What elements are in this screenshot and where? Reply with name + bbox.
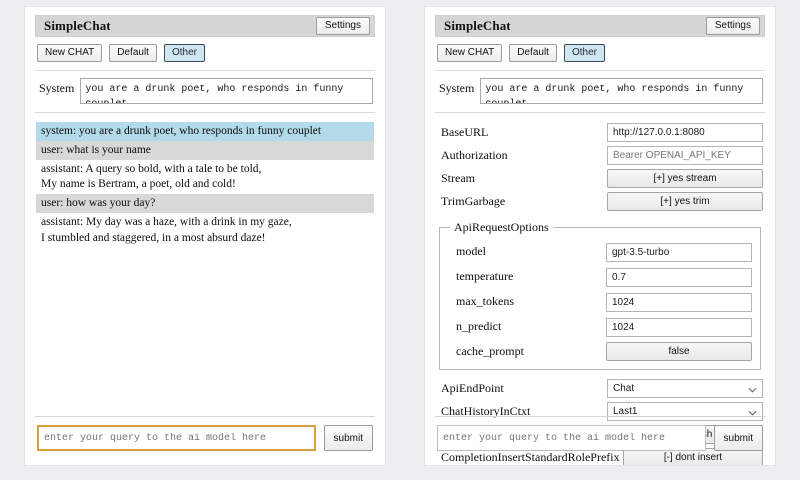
base-url-input[interactable] — [607, 123, 763, 142]
api-option-input-max_tokens[interactable] — [606, 292, 752, 312]
divider-above-query-left — [35, 416, 375, 417]
api-request-options-legend: ApiRequestOptions — [454, 219, 549, 234]
api-option-row-model: model — [448, 241, 752, 263]
chat-history-in-ctxt-label: ChatHistoryInCtxt — [441, 403, 531, 418]
completion-insert-standard-role-prefix-label: CompletionInsertStandardRolePrefix — [441, 449, 620, 464]
chat-message-user: user: what is your name — [36, 140, 374, 160]
system-prompt-row-right: System — [435, 77, 765, 104]
submit-button-right[interactable]: submit — [713, 425, 763, 451]
session-tab-default[interactable]: Default — [109, 44, 157, 62]
chat-header-bar: SimpleChat Settings — [35, 15, 375, 37]
setting-row-api-endpoint: ApiEndPoint Chat — [437, 378, 763, 399]
session-tab-other-right[interactable]: Other — [563, 44, 605, 62]
trim-garbage-field: [+] yes trim — [607, 191, 763, 211]
chat-session-controls: New CHAT Default Other — [35, 37, 375, 68]
authorization-input[interactable] — [607, 146, 763, 165]
trim-garbage-label: TrimGarbage — [441, 193, 506, 208]
settings-button-right[interactable]: Settings — [705, 17, 760, 35]
api-option-label-n_predict: n_predict — [456, 319, 502, 333]
settings-panel: SimpleChat Settings New CHAT Default Oth… — [424, 6, 776, 466]
chat-panel: SimpleChat Settings New CHAT Default Oth… — [24, 6, 386, 466]
divider-top-left — [35, 69, 375, 71]
chat-history-in-ctxt-field: Last1 — [607, 401, 763, 421]
api-option-field-temperature — [606, 267, 752, 287]
chat-panel-inner: SimpleChat Settings New CHAT Default Oth… — [25, 7, 385, 465]
api-option-input-model[interactable] — [606, 242, 752, 262]
system-prompt-row: System — [35, 77, 375, 104]
api-option-label-cache_prompt: cache_prompt — [456, 344, 524, 358]
setting-row-trim-garbage: TrimGarbage [+] yes trim — [437, 191, 763, 212]
api-request-options-rows: model temperature max_tokens n_predictcache… — [448, 241, 752, 363]
settings-query-bar: submit — [435, 416, 765, 451]
chat-message-assistant: assistant: A query so bold, with a tale … — [36, 159, 374, 195]
chat-message-system: system: you are a drunk poet, who respon… — [36, 121, 374, 141]
query-row-left: submit — [35, 425, 375, 451]
chat-message-assistant: assistant: My day was a haze, with a dri… — [36, 213, 374, 248]
stream-field: [+] yes stream — [607, 168, 763, 188]
settings-header-bar: SimpleChat Settings — [435, 15, 765, 37]
query-row-right: submit — [435, 425, 765, 451]
api-option-label-max_tokens: max_tokens — [456, 294, 514, 308]
api-option-row-max_tokens: max_tokens — [448, 291, 752, 313]
query-input-right[interactable] — [437, 425, 706, 451]
setting-row-stream: Stream [+] yes stream — [437, 168, 763, 189]
system-prompt-input[interactable] — [80, 77, 373, 104]
divider-top-right — [435, 69, 765, 71]
api-request-options-fieldset: ApiRequestOptions model temperature max_to… — [439, 219, 761, 370]
chat-message-user: user: how was your day? — [36, 194, 374, 214]
api-option-row-n_predict: n_predict — [448, 316, 752, 338]
api-option-field-cache_prompt: false — [606, 342, 752, 361]
api-endpoint-label: ApiEndPoint — [441, 380, 504, 395]
api-option-input-temperature[interactable] — [606, 267, 752, 287]
base-url-field — [607, 122, 763, 142]
settings-button[interactable]: Settings — [315, 17, 370, 35]
api-option-row-temperature: temperature — [448, 266, 752, 288]
setting-row-completion-insert-standard-role-prefix: CompletionInsertStandardRolePrefix [-] d… — [437, 447, 763, 465]
settings-session-controls: New CHAT Default Other — [435, 37, 765, 68]
api-option-field-model — [606, 242, 752, 262]
api-endpoint-field: Chat — [607, 378, 763, 398]
api-option-label-model: model — [456, 244, 486, 258]
page-title: SimpleChat — [44, 18, 111, 33]
authorization-label: Authorization — [441, 147, 508, 162]
divider-below-system-left — [35, 111, 375, 113]
trim-garbage-toggle[interactable]: [+] yes trim — [607, 191, 763, 211]
api-endpoint-value: Chat — [613, 382, 635, 394]
chevron-down-icon — [748, 407, 757, 416]
chat-history-in-ctxt-select[interactable]: Last1 — [607, 401, 763, 421]
page-title-settings: SimpleChat — [444, 18, 511, 33]
chat-history-in-ctxt-value: Last1 — [613, 405, 638, 417]
setting-row-base-url: BaseURL — [437, 122, 763, 143]
divider-above-query-right — [435, 416, 765, 417]
system-prompt-label-right: System — [439, 80, 475, 95]
new-chat-button-right[interactable]: New CHAT — [437, 44, 503, 62]
new-chat-button[interactable]: New CHAT — [37, 44, 103, 62]
api-option-label-temperature: temperature — [456, 269, 514, 283]
api-option-field-max_tokens — [606, 292, 752, 312]
chat-query-bar: submit — [35, 416, 375, 451]
api-endpoint-select[interactable]: Chat — [607, 378, 763, 398]
system-prompt-input-right[interactable] — [480, 77, 763, 104]
session-tab-default-right[interactable]: Default — [509, 44, 557, 62]
chat-message-list: system: you are a drunk poet, who respon… — [35, 121, 375, 248]
system-prompt-label: System — [39, 80, 75, 95]
api-option-toggle-cache_prompt[interactable]: false — [606, 342, 752, 361]
session-tab-other[interactable]: Other — [163, 44, 205, 62]
api-option-row-cache_prompt: cache_prompt false — [448, 341, 752, 363]
chevron-down-icon — [748, 384, 757, 393]
base-url-label: BaseURL — [441, 124, 489, 139]
authorization-field — [607, 145, 763, 165]
setting-row-chat-history-in-ctxt: ChatHistoryInCtxt Last1 — [437, 401, 763, 422]
stream-label: Stream — [441, 170, 475, 185]
setting-row-authorization: Authorization — [437, 145, 763, 166]
query-input[interactable] — [37, 425, 316, 451]
stream-toggle[interactable]: [+] yes stream — [607, 168, 763, 188]
submit-button[interactable]: submit — [323, 425, 373, 451]
api-option-input-n_predict[interactable] — [606, 317, 752, 337]
divider-below-system-right — [435, 111, 765, 113]
api-option-field-n_predict — [606, 317, 752, 337]
settings-panel-inner: SimpleChat Settings New CHAT Default Oth… — [425, 7, 775, 465]
settings-form: BaseURL Authorization Stream [+] yes str… — [435, 122, 765, 465]
